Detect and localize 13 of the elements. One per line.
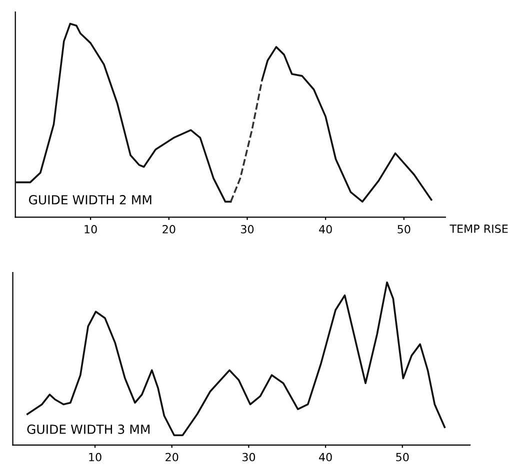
x-tick-label: 20 xyxy=(162,224,176,234)
x-tick-label: 10 xyxy=(84,224,97,234)
x-axis-title: TEMP RISE xyxy=(450,224,508,233)
x-tick-label: 30 xyxy=(241,224,254,234)
x-tick-label: 40 xyxy=(319,224,332,234)
x-tick-label: 50 xyxy=(398,224,410,234)
x-tick-label: 10 xyxy=(89,452,102,462)
x-tick-label: 20 xyxy=(166,452,178,462)
x-tick-label: 40 xyxy=(319,452,332,462)
annotation: GUIDE WIDTH 2 MM xyxy=(28,195,152,204)
x-tick-label: 30 xyxy=(242,452,256,462)
annotation: GUIDE WIDTH 3 MM xyxy=(27,424,150,434)
x-tick-label: 50 xyxy=(396,452,409,462)
